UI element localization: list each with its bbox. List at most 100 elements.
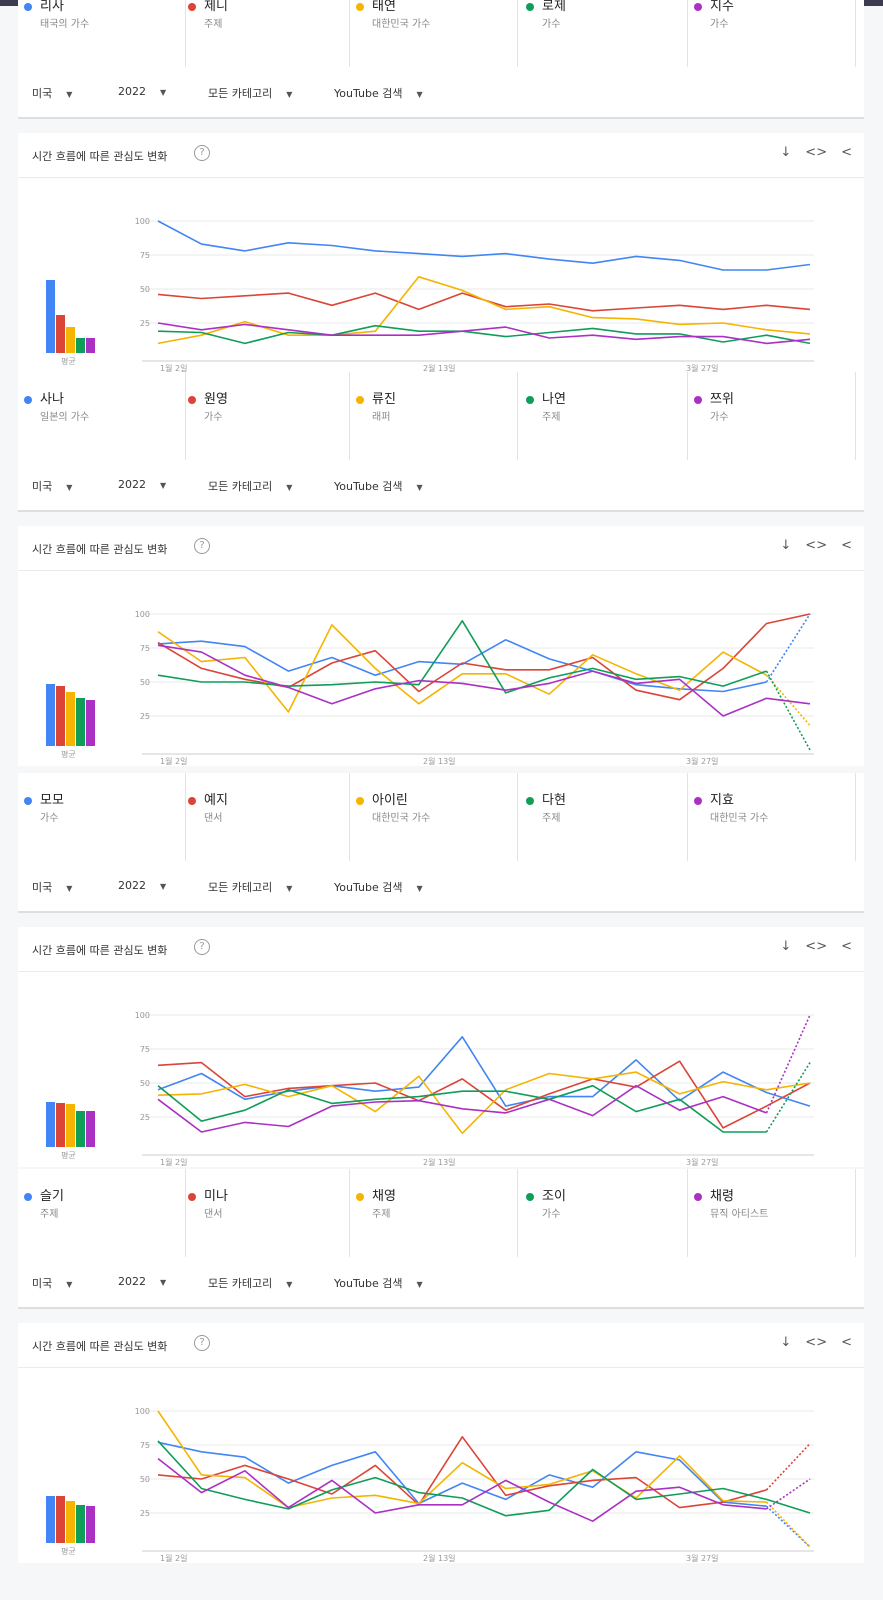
- share-icon[interactable]: <: [841, 538, 852, 553]
- region-filter[interactable]: 미국 ▼: [32, 85, 72, 101]
- region-filter[interactable]: 미국 ▼: [32, 1275, 72, 1291]
- x-tick-label: 3월 27일: [686, 1553, 719, 1563]
- y-tick-label: 50: [140, 285, 150, 294]
- term-name: 사나: [40, 392, 64, 407]
- term-subtitle: 주제: [40, 1209, 59, 1220]
- series-line-partial: [765, 1062, 811, 1133]
- term-card[interactable]: 아이린 대한민국 가수: [350, 773, 518, 861]
- category-filter[interactable]: 모든 카테고리 ▼: [208, 478, 292, 494]
- y-tick-label: 25: [140, 712, 150, 721]
- average-label: 평균: [61, 1547, 76, 1556]
- term-color-dot: [24, 797, 32, 805]
- average-label: 평균: [61, 750, 76, 759]
- region-filter[interactable]: 미국 ▼: [32, 879, 72, 895]
- source-filter[interactable]: YouTube 검색 ▼: [334, 478, 423, 494]
- term-card[interactable]: 채영 주제: [350, 1169, 518, 1257]
- panel-actions: ↓ <> <: [766, 1335, 852, 1350]
- filter-label: 미국: [32, 881, 53, 894]
- filter-label: 모든 카테고리: [208, 87, 273, 100]
- term-card[interactable]: 리사 태국의 가수: [18, 0, 186, 67]
- filter-label: YouTube 검색: [334, 87, 403, 100]
- term-color-dot: [694, 797, 702, 805]
- filter-bar: 미국 ▼ 2022 ▼ 모든 카테고리 ▼ YouTube 검색 ▼: [18, 67, 864, 119]
- series-line: [157, 220, 811, 271]
- term-card[interactable]: 지수 가수: [688, 0, 856, 67]
- term-name: 태연: [372, 0, 396, 14]
- year-filter[interactable]: 2022 ▼: [118, 1275, 166, 1288]
- chevron-down-icon: ▼: [160, 1277, 167, 1287]
- category-filter[interactable]: 모든 카테고리 ▼: [208, 879, 292, 895]
- year-filter[interactable]: 2022 ▼: [118, 478, 166, 491]
- source-filter[interactable]: YouTube 검색 ▼: [334, 879, 423, 895]
- download-icon[interactable]: ↓: [780, 1335, 792, 1350]
- chevron-down-icon: ▼: [160, 87, 167, 97]
- term-card[interactable]: 제니 주제: [182, 0, 350, 67]
- term-subtitle: 주제: [542, 813, 561, 824]
- source-filter[interactable]: YouTube 검색 ▼: [334, 85, 423, 101]
- embed-icon[interactable]: <>: [805, 538, 828, 553]
- term-card[interactable]: 다현 주제: [520, 773, 688, 861]
- share-icon[interactable]: <: [841, 939, 852, 954]
- average-bar: [46, 1495, 55, 1543]
- embed-icon[interactable]: <>: [805, 145, 828, 160]
- term-card[interactable]: 쯔위 가수: [688, 372, 856, 460]
- panel-title: 시간 흐름에 따른 관심도 변화: [32, 150, 168, 163]
- category-filter[interactable]: 모든 카테고리 ▼: [208, 85, 292, 101]
- chevron-down-icon: ▼: [416, 1279, 423, 1289]
- term-color-dot: [526, 396, 534, 404]
- share-icon[interactable]: <: [841, 1335, 852, 1350]
- term-card[interactable]: 조이 가수: [520, 1169, 688, 1257]
- term-color-dot: [356, 396, 364, 404]
- average-bar: [56, 685, 65, 746]
- help-icon[interactable]: ?: [194, 939, 210, 955]
- filter-label: 2022: [118, 85, 146, 98]
- region-filter[interactable]: 미국 ▼: [32, 478, 72, 494]
- share-icon[interactable]: <: [841, 145, 852, 160]
- panel-header: 시간 흐름에 따른 관심도 변화? ↓ <> <: [18, 1323, 864, 1368]
- term-name: 나연: [542, 392, 566, 407]
- category-filter[interactable]: 모든 카테고리 ▼: [208, 1275, 292, 1291]
- term-card[interactable]: 미나 댄서: [182, 1169, 350, 1257]
- term-card[interactable]: 류진 래퍼: [350, 372, 518, 460]
- embed-icon[interactable]: <>: [805, 1335, 828, 1350]
- help-icon[interactable]: ?: [194, 1335, 210, 1351]
- help-icon[interactable]: ?: [194, 145, 210, 161]
- series-line: [157, 1036, 811, 1107]
- term-card[interactable]: 예지 댄서: [182, 773, 350, 861]
- term-subtitle: 주제: [372, 1209, 391, 1220]
- filter-label: 2022: [118, 478, 146, 491]
- term-card[interactable]: 모모 가수: [18, 773, 186, 861]
- term-card[interactable]: 채령 뮤직 아티스트: [688, 1169, 856, 1257]
- term-color-dot: [188, 1193, 196, 1201]
- panel-header: 시간 흐름에 따른 관심도 변화? ↓ <> <: [18, 526, 864, 571]
- term-card[interactable]: 태연 대한민국 가수: [350, 0, 518, 67]
- year-filter[interactable]: 2022 ▼: [118, 85, 166, 98]
- year-filter[interactable]: 2022 ▼: [118, 879, 166, 892]
- download-icon[interactable]: ↓: [780, 145, 792, 160]
- term-card[interactable]: 나연 주제: [520, 372, 688, 460]
- download-icon[interactable]: ↓: [780, 939, 792, 954]
- filter-bar: 미국 ▼ 2022 ▼ 모든 카테고리 ▼ YouTube 검색 ▼: [18, 460, 864, 512]
- term-card[interactable]: 로제 가수: [520, 0, 688, 67]
- average-bar: [86, 1111, 95, 1147]
- source-filter[interactable]: YouTube 검색 ▼: [334, 1275, 423, 1291]
- term-name: 예지: [204, 793, 228, 808]
- y-tick-label: 75: [140, 251, 150, 260]
- series-line: [157, 624, 767, 713]
- term-card[interactable]: 슬기 주제: [18, 1169, 186, 1257]
- average-bar: [76, 1111, 85, 1147]
- series-line: [157, 1060, 811, 1129]
- y-tick-label: 100: [135, 1407, 150, 1416]
- average-bars: 평균: [46, 1051, 106, 1161]
- y-tick-label: 100: [135, 1011, 150, 1020]
- average-bar: [66, 327, 75, 353]
- term-strip: 슬기 주제 미나 댄서 채영 주제 조이 가수 채령 뮤직 아티스트: [18, 1169, 864, 1258]
- download-icon[interactable]: ↓: [780, 538, 792, 553]
- x-tick-label: 1월 2일: [160, 363, 187, 373]
- y-tick-label: 25: [140, 319, 150, 328]
- help-icon[interactable]: ?: [194, 538, 210, 554]
- term-card[interactable]: 원영 가수: [182, 372, 350, 460]
- term-card[interactable]: 지효 대한민국 가수: [688, 773, 856, 861]
- term-card[interactable]: 사나 일본의 가수: [18, 372, 186, 460]
- embed-icon[interactable]: <>: [805, 939, 828, 954]
